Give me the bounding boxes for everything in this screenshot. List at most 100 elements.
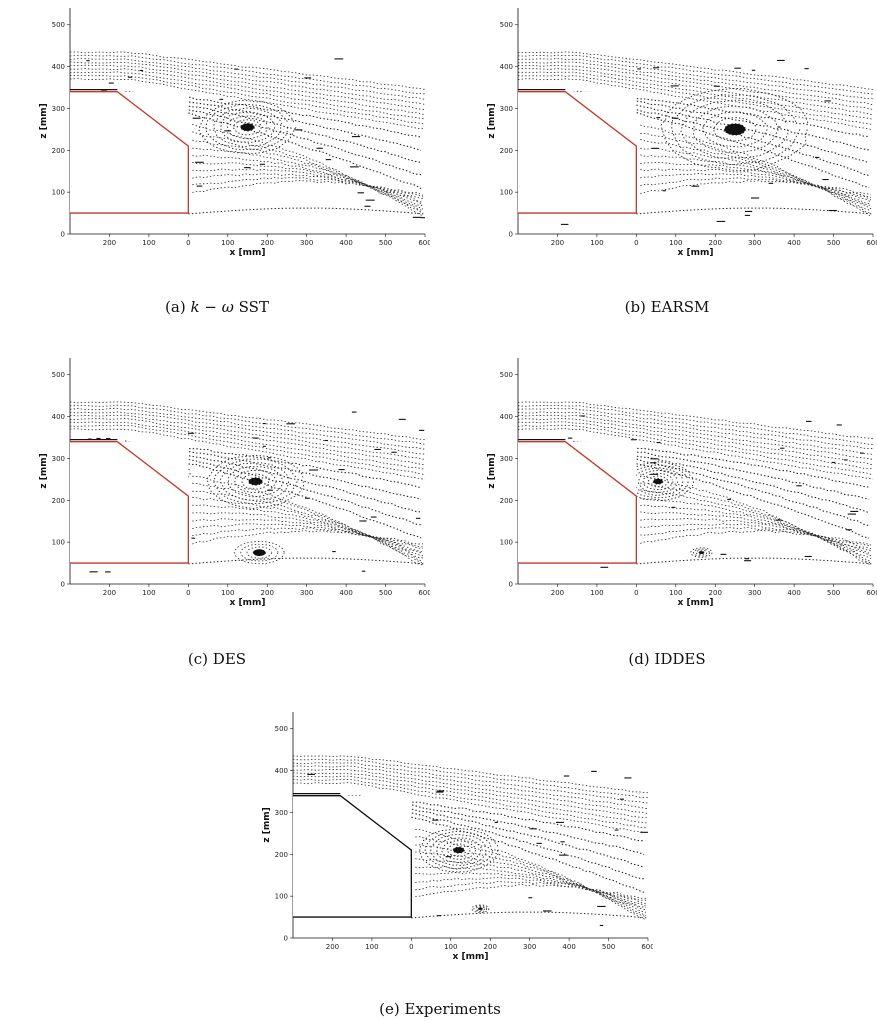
x-axis-label: x [mm] [678,598,714,608]
wake-streamline [640,161,872,205]
x-tick-label: 400 [787,239,800,247]
wake-streamline [192,179,424,196]
shear-layer-line [573,448,870,527]
vehicle-body-fill [518,441,637,564]
panel-d: 200 100 0 100 200 300 400 500 600 0 100 200 300 400 50… [478,352,877,614]
lower-vortex-core [478,907,483,910]
wake-streamline [192,512,424,554]
lower-vortex-core [253,549,266,556]
y-axis-label: z [mm] [39,453,49,488]
wake-streamline [415,883,647,899]
wake-streamline [640,139,872,211]
ground-streamline [636,207,873,215]
axes: 200 100 0 100 200 300 400 500 600 0 100 200 300 400 50… [39,8,430,258]
lower-vortex-streamline [234,540,285,565]
streamline-plot-e: 200 100 0 100 200 300 400 500 600 0 100 200 300 400 50… [262,712,653,962]
shear-layer-line [125,449,422,526]
wake-streamline [640,168,872,203]
x-tick-label: 100 [365,943,378,951]
x-tick-label: 100 [669,239,682,247]
vortex-streamline [233,469,277,494]
caption-b: (b) EARSM [624,298,710,316]
wake-streamline [415,877,647,905]
x-tick-label: 600 [418,239,430,247]
freestream-line [70,401,425,441]
freestream-line [70,428,425,480]
x-tick-label: 400 [339,239,352,247]
freestream-line [70,68,425,116]
wake-streamline [192,490,424,562]
x-tick-label: 100 [142,239,155,247]
vortex-streamline [233,119,262,136]
freestream-line [70,424,425,476]
shear-layer-line [125,446,422,513]
x-tick-label: 200 [709,589,722,597]
y-tick-label: 300 [52,105,65,113]
ground-streamline [188,207,425,215]
wake-streamline [192,529,424,545]
y-tick-label: 300 [500,455,513,463]
wake-streamline [640,523,872,549]
y-tick-label: 200 [52,497,65,505]
vortex-streamline [241,473,270,490]
freestream-line [293,765,648,810]
wake-streamline [415,829,647,921]
y-tick-label: 100 [52,189,65,197]
vehicle-body-fill [293,795,412,918]
y-tick-label: 0 [61,581,65,589]
vortex-streamline [205,103,289,151]
caption-e: (e) Experiments [379,1000,501,1018]
vortex-streamline [452,846,465,854]
x-tick-label: 200 [551,589,564,597]
wake-streamline [415,881,646,901]
freestream-line [518,411,873,455]
x-tick-label: 200 [484,943,497,951]
wake-streamline [192,177,424,198]
freestream-line [293,755,648,794]
vortex-streamline [198,99,297,154]
y-tick-label: 0 [509,231,513,239]
vortex-streamline [680,99,789,159]
streamlines [70,401,425,573]
x-axis-label: x [mm] [230,598,266,608]
vehicle-body-outline [518,439,637,564]
lower-vortex-streamline [246,546,273,559]
x-tick-label: 400 [339,589,352,597]
freestream-line [293,768,648,814]
streamlines [518,401,873,568]
x-tick-label: 200 [103,589,116,597]
vortex-streamline [647,475,669,488]
streamline-plot-c: 200 100 0 100 200 300 400 500 600 0 100 200 300 400 50… [39,358,430,608]
wake-streamline [640,518,872,552]
wake-streamline [640,124,872,217]
shear-layer-line [125,98,422,176]
freestream-line [518,404,873,445]
wake-streamline [640,482,872,564]
panel-c: 200 100 0 100 200 300 400 500 600 0 100 200 300 400 50… [30,352,430,614]
y-tick-label: 400 [275,767,288,775]
vortex-streamline [226,115,269,140]
y-tick-label: 200 [500,497,513,505]
wake-streamline [192,523,424,549]
x-tick-label: 600 [866,589,877,597]
freestream-line [70,54,425,95]
x-tick-label: 300 [300,589,313,597]
y-tick-label: 500 [500,371,513,379]
x-tick-label: 100 [669,589,682,597]
freestream-line [518,401,873,439]
x-tick-label: 400 [787,589,800,597]
y-tick-label: 100 [500,189,513,197]
x-tick-label: 0 [634,589,638,597]
x-axis-label: x [mm] [230,248,266,258]
wake-streamline [415,871,647,907]
freestream-line [70,404,425,445]
y-tick-label: 500 [52,371,65,379]
wake-streamline [192,139,424,212]
wake-streamline [192,131,424,215]
ground-streamline [411,911,648,919]
wake-streamline [640,180,872,195]
vortex-streamline [660,88,809,172]
x-tick-label: 0 [186,239,190,247]
vortex-streamline [240,123,255,132]
x-tick-label: 200 [326,943,339,951]
